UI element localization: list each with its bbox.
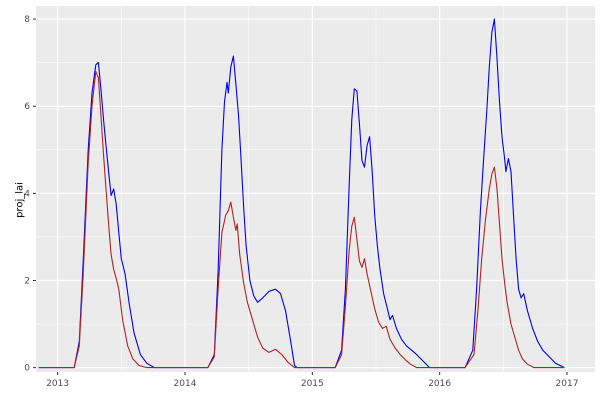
x-tick-label: 2014	[174, 379, 197, 389]
y-tick-label: 2	[24, 277, 30, 287]
x-tick-label: 2013	[46, 379, 69, 389]
series-line-blue-series	[38, 18, 565, 369]
x-tick-label: 2015	[301, 379, 324, 389]
x-tick-label: 2017	[556, 379, 579, 389]
series-line-red-series	[38, 70, 565, 369]
y-tick-label: 0	[24, 364, 30, 374]
x-tick-label: 2016	[428, 379, 451, 389]
y-axis-title: proj_lai	[14, 182, 26, 218]
y-tick-label: 6	[24, 102, 30, 112]
panel-background	[36, 6, 595, 372]
y-tick-label: 8	[24, 15, 30, 25]
y-tick-label: 4	[24, 189, 30, 199]
